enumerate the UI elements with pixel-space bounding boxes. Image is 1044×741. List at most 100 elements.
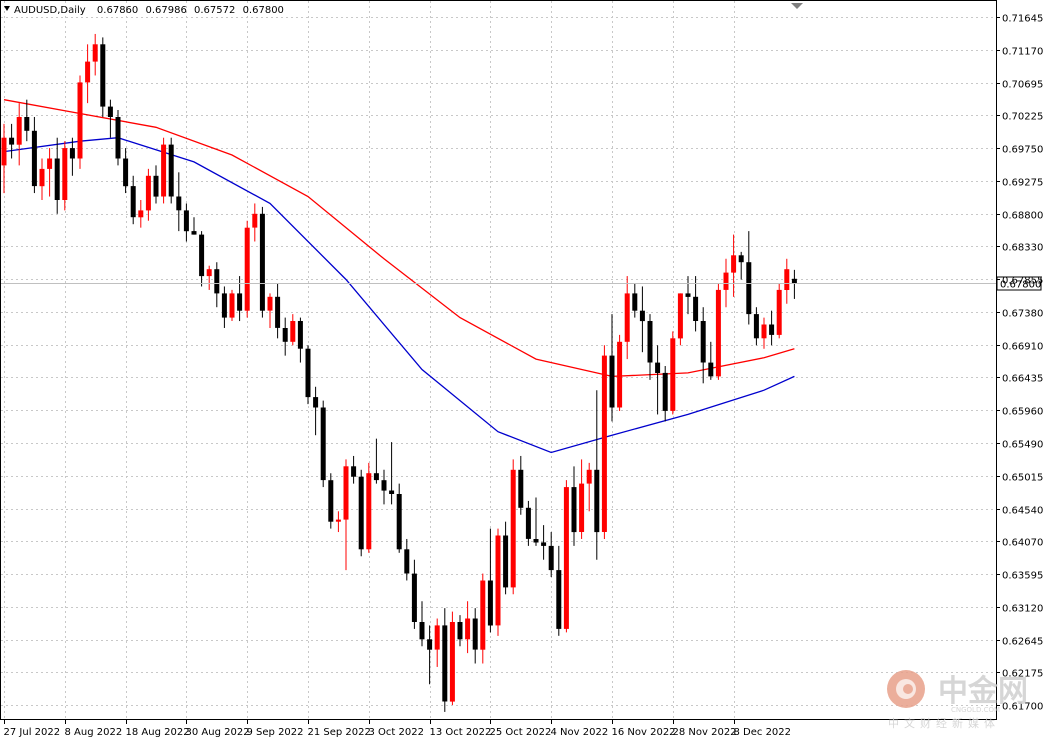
- candle-body: [77, 82, 83, 159]
- x-tick-label: 8 Aug 2022: [65, 727, 123, 738]
- candle: [366, 462, 372, 553]
- candle-body: [343, 466, 349, 520]
- candle-body: [442, 625, 448, 702]
- candle-body: [229, 293, 235, 318]
- candle: [571, 466, 577, 546]
- candle-body: [358, 476, 364, 550]
- candle-body: [579, 483, 585, 532]
- candle-body: [548, 545, 554, 571]
- candle: [199, 231, 205, 287]
- candle-body: [381, 480, 387, 491]
- y-tick-label: 0.69275: [1002, 178, 1043, 189]
- candle: [107, 99, 113, 138]
- y-tick-label: 0.62645: [1002, 637, 1043, 648]
- candle-body: [791, 278, 797, 283]
- candle: [639, 286, 645, 353]
- candle-body: [495, 535, 501, 626]
- candle: [738, 251, 744, 280]
- candle: [343, 459, 349, 571]
- candle-body: [320, 407, 326, 481]
- candle-body: [183, 210, 189, 232]
- y-tick-label: 0.67380: [1002, 309, 1043, 320]
- candle: [427, 625, 433, 685]
- candle: [495, 528, 501, 636]
- y-tick-label: 0.61700: [1002, 702, 1043, 713]
- candle-body: [449, 622, 455, 702]
- candle-body: [161, 144, 167, 197]
- candle-body: [670, 338, 676, 411]
- y-tick-label: 0.66910: [1002, 342, 1043, 353]
- candle-body: [54, 158, 60, 200]
- candle-body: [677, 293, 683, 339]
- candle: [54, 137, 60, 214]
- candle-body: [145, 175, 151, 211]
- candle-body: [411, 573, 417, 622]
- y-tick-label: 0.63120: [1002, 604, 1043, 615]
- candle-body: [700, 321, 706, 363]
- candle: [138, 199, 144, 228]
- candle-body: [107, 106, 113, 117]
- candle-body: [199, 234, 205, 277]
- candle-body: [130, 186, 136, 218]
- candle: [267, 293, 273, 328]
- candle-body: [92, 44, 98, 62]
- candle: [541, 525, 547, 560]
- candle: [594, 390, 600, 560]
- candle: [404, 538, 410, 581]
- candle: [130, 175, 136, 225]
- candle: [465, 601, 471, 654]
- candle: [655, 345, 661, 415]
- candle-body: [419, 622, 425, 640]
- watermark-tagline: 中文财经新媒体: [888, 716, 1000, 730]
- price-tag: [996, 276, 1042, 291]
- candle: [662, 366, 668, 422]
- x-tick-label: 25 Oct 2022: [490, 727, 552, 738]
- candle-body: [47, 158, 53, 169]
- candle-body: [731, 255, 737, 273]
- candle: [206, 265, 212, 290]
- candle-body: [69, 148, 75, 159]
- candle: [100, 37, 106, 117]
- candle-body: [100, 44, 106, 107]
- candle: [731, 234, 737, 297]
- candle: [715, 282, 721, 380]
- price-tag-label: 0.67800: [1000, 280, 1041, 291]
- candle-body: [533, 539, 539, 543]
- x-tick-label: 16 Nov 2022: [612, 727, 676, 738]
- ma-fast-line: [3, 99, 795, 378]
- candle: [381, 469, 387, 505]
- candle-body: [62, 148, 68, 200]
- y-tick-label: 0.65015: [1002, 473, 1043, 484]
- candle-body: [465, 618, 471, 640]
- candle-body: [259, 213, 265, 311]
- candle: [579, 459, 585, 539]
- y-tick-label: 0.65960: [1002, 407, 1043, 418]
- candle: [503, 521, 509, 595]
- candle: [305, 345, 311, 405]
- candle: [419, 601, 425, 647]
- candle: [47, 148, 53, 197]
- candle-body: [541, 542, 547, 546]
- y-tick-label: 0.68330: [1002, 243, 1043, 254]
- candle: [31, 116, 37, 194]
- candle: [24, 99, 30, 142]
- candle-body: [328, 480, 334, 522]
- candle-body: [434, 625, 440, 650]
- candle-body: [221, 293, 227, 318]
- candle-body: [563, 487, 569, 629]
- candle: [123, 148, 129, 194]
- candle-body: [647, 321, 653, 363]
- chart-shift-marker-icon[interactable]: [791, 3, 803, 9]
- candle: [313, 386, 319, 436]
- candle: [282, 317, 288, 356]
- candle: [548, 532, 554, 578]
- x-tick-label: 27 Jul 2022: [4, 727, 61, 738]
- candle: [221, 286, 227, 328]
- svg-text:AUDUSD,Daily 0.67860: AUDUSD,Daily 0.67860 0.67986 0.67572 0.6…: [14, 5, 284, 16]
- candle: [62, 141, 68, 211]
- candle-body: [601, 355, 607, 532]
- candle: [685, 276, 691, 315]
- candle: [677, 293, 683, 346]
